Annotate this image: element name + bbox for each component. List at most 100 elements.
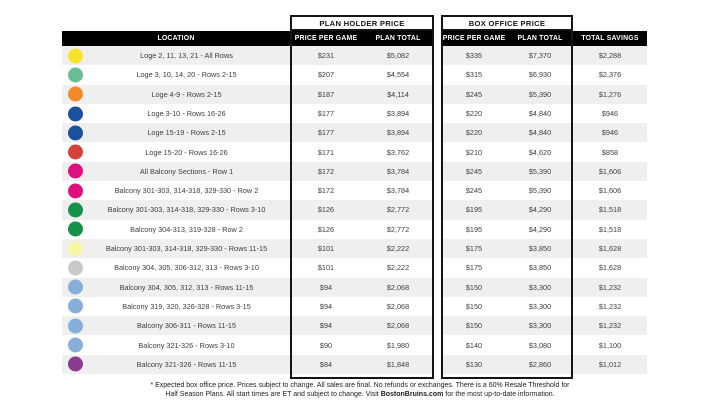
location-label: Balcony 304-313, 319-328 - Row 2 (130, 224, 243, 234)
total-savings-cell: $946 (573, 123, 647, 143)
row-gap (434, 258, 441, 278)
location-label: Loge 15-20 - Rows 16-26 (145, 147, 228, 157)
plan-holder-price-per-game-cell: $90 (319, 340, 333, 350)
disclaimer-line-2-pre: Half Season Plans. All start times are E… (165, 390, 381, 398)
table-row: Balcony 319, 320, 326-328 - Rows 3-15 $9… (62, 296, 647, 317)
row-gap (434, 103, 441, 124)
plan-holder-plan-total-cell: $3,784 (362, 161, 434, 182)
plan-holder-plan-total-cell: $4,554 (386, 70, 410, 80)
section-color-dot-icon (68, 356, 83, 372)
plan-holder-price-per-game-cell: $94 (290, 277, 362, 297)
row-gap (434, 181, 441, 201)
box-office-price-per-game-cell: $140 (465, 340, 483, 350)
total-savings-cell: $1,518 (573, 200, 647, 220)
plan-holder-plan-total-cell: $5,082 (362, 46, 434, 66)
location-cell: Loge 4-9 - Rows 2-15 (62, 84, 290, 104)
section-color-dot-icon (68, 106, 83, 122)
box-office-price-per-game-cell: $220 (441, 123, 507, 143)
table-body: Loge 2, 11, 13, 21 - All Rows $231 $5,08… (62, 46, 647, 374)
plan-holder-plan-total-cell: $2,772 (362, 200, 434, 220)
box-office-plan-total-cell: $3,850 (528, 263, 552, 273)
section-color-dot-icon (68, 67, 83, 83)
box-office-price-per-game-cell: $150 (441, 277, 507, 297)
box-office-plan-total-cell: $3,080 (528, 340, 552, 350)
section-color-dot-icon (68, 183, 83, 199)
location-cell: Loge 3, 10, 14, 20 - Rows 2-15 (62, 65, 290, 84)
row-gap (434, 123, 441, 143)
plan-holder-plan-total-cell: $4,114 (362, 84, 434, 104)
plan-holder-price-per-game-cell: $171 (317, 147, 335, 157)
plan-holder-price-per-game-cell: $207 (317, 70, 335, 80)
box-office-plan-total-cell: $6,930 (528, 70, 552, 80)
plan-holder-plan-total-cell: $1,980 (386, 340, 410, 350)
plan-holder-price-per-game-cell: $94 (319, 301, 333, 311)
section-color-dot-icon (68, 202, 83, 218)
section-color-dot-icon (68, 337, 83, 353)
plan-holder-plan-total-cell: $2,222 (362, 238, 434, 259)
location-cell: Balcony 301-303, 314-318, 329-330 - Row … (62, 181, 290, 200)
box-office-price-per-game-cell: $245 (441, 84, 507, 104)
box-office-price-per-game-cell: $195 (441, 200, 507, 220)
location-cell: Balcony 304, 305, 312, 313 - Rows 11-15 (62, 277, 290, 297)
row-gap (434, 161, 441, 182)
plan-holder-plan-total-cell: $2,772 (386, 224, 410, 234)
box-office-price-per-game-header: PRICE PER GAME (442, 35, 506, 42)
table-row: Balcony 301-303, 314-318, 329-330 - Rows… (62, 200, 647, 220)
box-office-plan-total-header: PLAN TOTAL (517, 35, 563, 42)
plan-holder-plan-total-cell: $1,848 (362, 354, 434, 374)
disclaimer-line-2: Half Season Plans. All start times are E… (0, 391, 720, 400)
box-office-plan-total-cell: $7,370 (507, 46, 573, 66)
box-office-price-per-game-cell: $245 (465, 186, 483, 196)
total-savings-cell: $1,628 (598, 263, 622, 273)
plan-holder-price-per-game-cell: $126 (290, 200, 362, 220)
box-office-price-per-game-cell: $195 (465, 224, 483, 234)
box-office-plan-total-cell: $3,300 (507, 277, 573, 297)
box-office-plan-total-cell: $5,390 (507, 161, 573, 182)
total-savings-cell: $858 (601, 147, 619, 157)
total-savings-cell: $1,012 (573, 354, 647, 374)
column-header-row: LOCATION PRICE PER GAME PLAN TOTAL PRICE… (62, 31, 647, 46)
total-savings-cell: $1,628 (573, 238, 647, 259)
section-color-dot-icon (68, 125, 83, 141)
table-row: Balcony 301-303, 314-318, 329-330 - Rows… (62, 238, 647, 259)
section-color-dot-icon (68, 260, 83, 276)
total-savings-cell: $1,518 (598, 224, 622, 234)
location-label: Balcony 319, 320, 326-328 - Rows 3-15 (122, 301, 251, 311)
table-row: Balcony 304, 305, 312, 313 - Rows 11-15 … (62, 277, 647, 297)
row-gap (434, 46, 441, 66)
location-label: Balcony 301-303, 314-318, 329-330 - Rows… (105, 244, 268, 254)
row-gap (434, 142, 441, 162)
location-cell: Balcony 306-311 - Rows 11-15 (62, 316, 290, 336)
box-office-plan-total-cell: $3,300 (528, 301, 552, 311)
box-office-price-per-game-cell: $150 (441, 316, 507, 336)
location-cell: Balcony 301-303, 314-318, 329-330 - Rows… (62, 200, 290, 220)
location-label: Balcony 304, 305, 312, 313 - Rows 11-15 (119, 282, 254, 292)
total-savings-cell: $1,232 (598, 301, 622, 311)
disclaimer-line-2-post: for the most up-to-date information. (443, 390, 555, 398)
location-label: Loge 3, 10, 14, 20 - Rows 2-15 (136, 70, 237, 80)
disclaimer-footer: * Expected box office price. Prices subj… (0, 382, 720, 399)
box-office-plan-total-cell: $5,390 (507, 84, 573, 104)
location-label: All Balcony Sections - Row 1 (139, 166, 234, 176)
total-savings-cell: $1,232 (573, 316, 647, 336)
total-savings-cell: $1,100 (598, 340, 622, 350)
plan-holder-plan-total-cell: $2,222 (386, 263, 410, 273)
table-row: Loge 3, 10, 14, 20 - Rows 2-15 $207 $4,5… (62, 65, 647, 85)
group-title-row: PLAN HOLDER PRICE BOX OFFICE PRICE (62, 15, 647, 31)
location-label: Balcony 301-303, 314-318, 329-330 - Rows… (107, 205, 266, 215)
plan-holder-price-per-game-cell: $84 (290, 354, 362, 374)
section-color-dot-icon (68, 48, 83, 64)
total-savings-cell: $946 (601, 109, 619, 119)
section-color-dot-icon (68, 86, 83, 102)
row-gap (434, 316, 441, 336)
location-label: Balcony 321-326 - Rows 3-10 (138, 340, 235, 350)
table-row: Loge 15-19 - Rows 2-15 $177 $3,894 $220 … (62, 123, 647, 143)
box-office-price-per-game-cell: $210 (465, 147, 483, 157)
plan-holder-price-per-game-header: PRICE PER GAME (294, 35, 358, 42)
box-office-price-title: BOX OFFICE PRICE (468, 18, 546, 28)
location-cell: Balcony 321-326 - Rows 3-10 (62, 335, 290, 354)
total-savings-column-header: TOTAL SAVINGS (573, 31, 647, 46)
plan-holder-plan-total-cell: $2,068 (362, 316, 434, 336)
location-cell: Loge 15-19 - Rows 2-15 (62, 123, 290, 143)
